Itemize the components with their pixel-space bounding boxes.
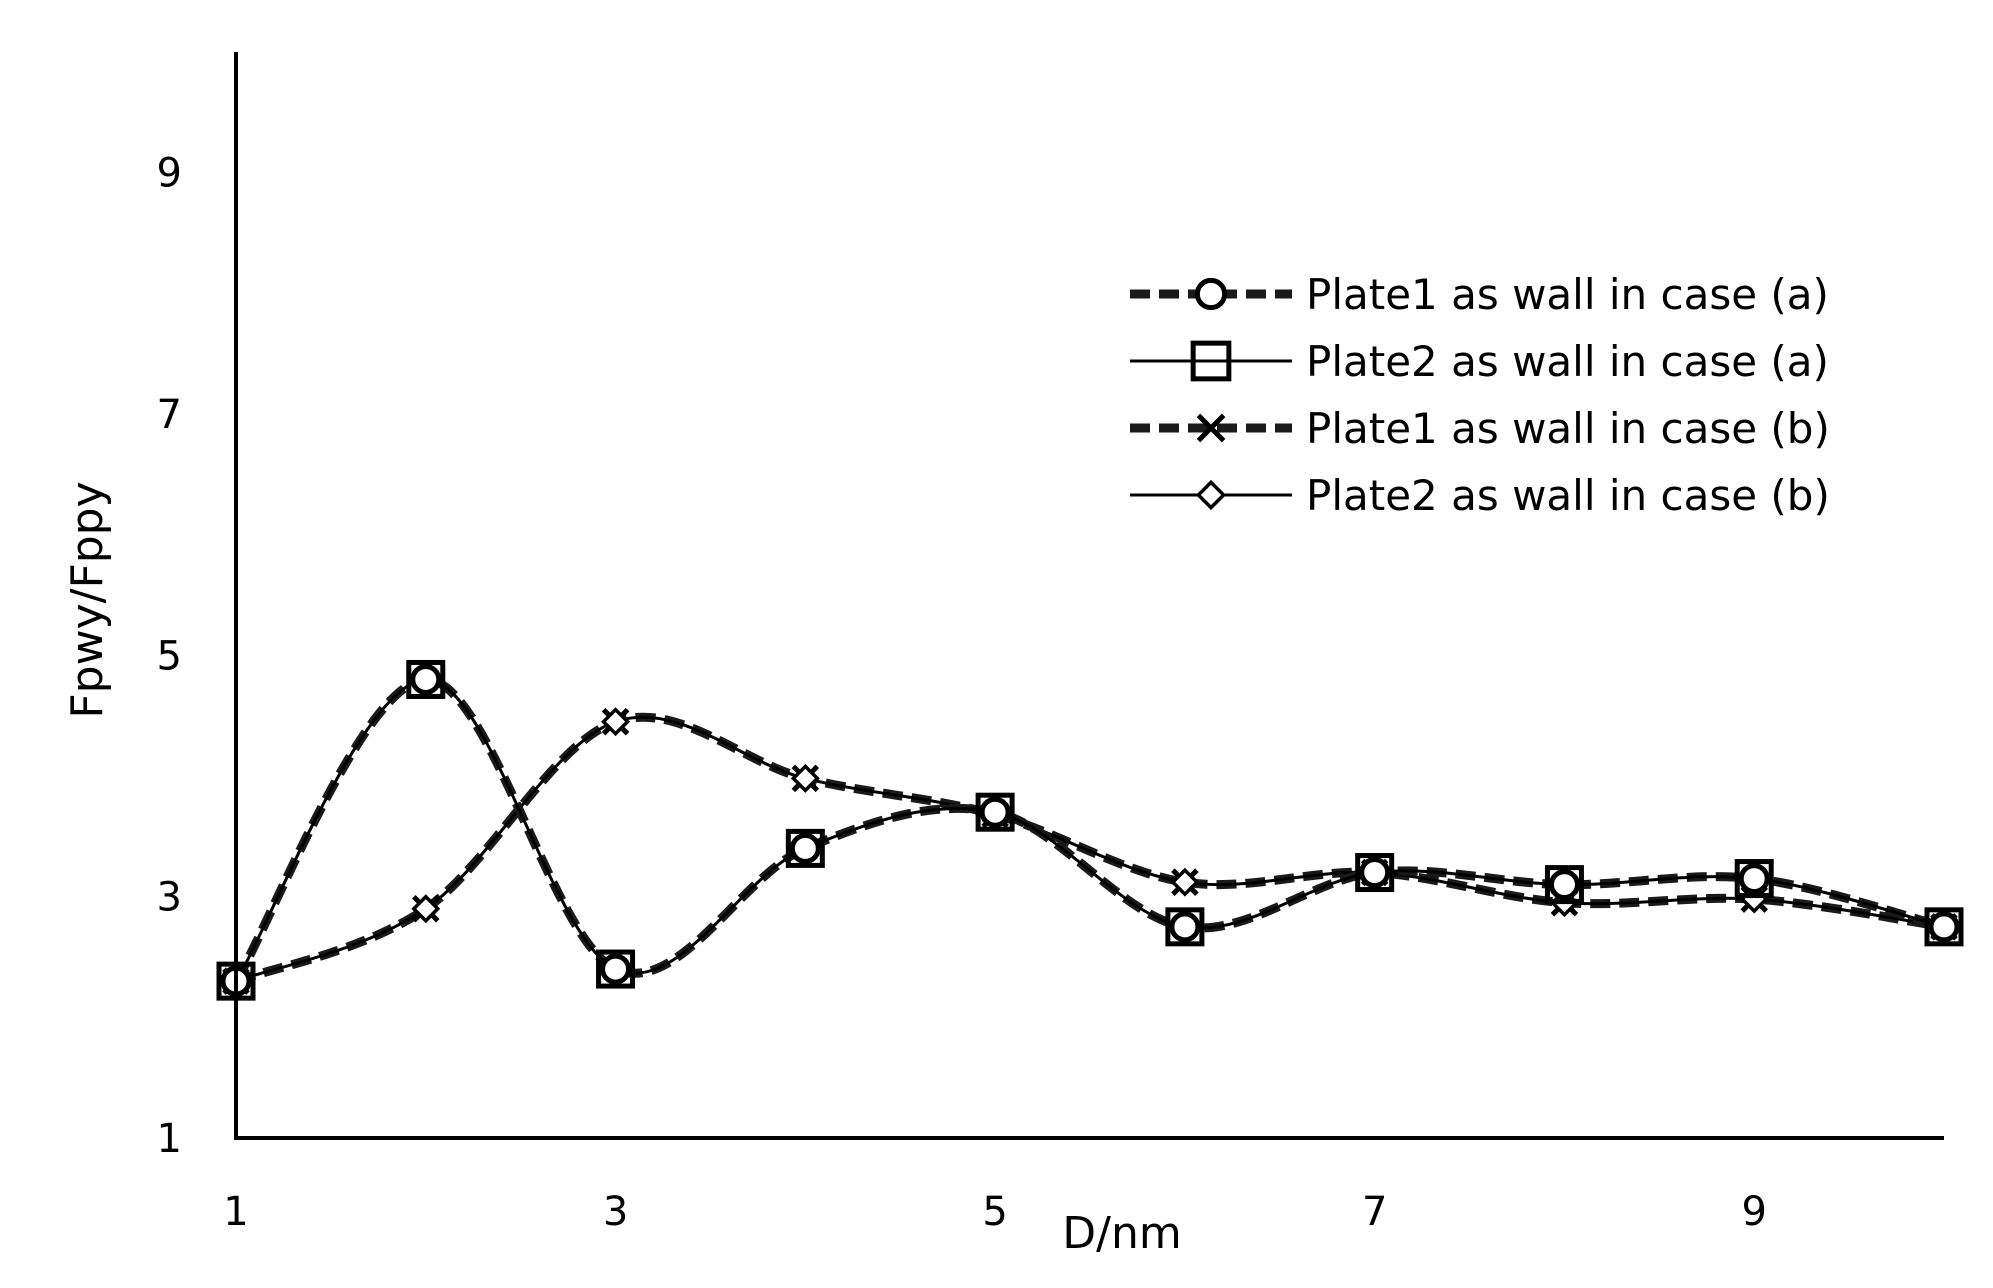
data-point-square [1544, 865, 1584, 905]
data-point-diamond [1170, 867, 1200, 897]
legend-item: Plate2 as wall in case (a) [1130, 337, 1829, 386]
y-axis-title: Fpwy/Fppy [62, 481, 113, 718]
legend-label: Plate1 as wall in case (b) [1306, 404, 1830, 453]
data-point-circle [1548, 869, 1580, 901]
data-point-circle [1928, 911, 1960, 943]
x-tick-label: 9 [1741, 1189, 1766, 1235]
plot-area [216, 659, 1964, 1001]
data-point-circle [979, 796, 1011, 828]
data-point-circle [1359, 857, 1391, 889]
legend-item: Plate1 as wall in case (a) [1130, 270, 1829, 319]
x-tick-label: 1 [223, 1189, 248, 1235]
series-line [235, 715, 1945, 983]
legend-marker-diamond [1195, 479, 1227, 511]
x-tick-label: 3 [603, 1189, 628, 1235]
legend-item: Plate2 as wall in case (b) [1130, 471, 1830, 520]
data-point-square [1924, 907, 1964, 947]
legend-marker-x [1196, 413, 1226, 443]
x-tick-label: 5 [982, 1189, 1007, 1235]
series-line [232, 674, 1946, 984]
series-line [234, 677, 1945, 982]
legend-marker-square [1190, 340, 1232, 382]
y-tick-label: 1 [157, 1116, 182, 1162]
data-point-circle [789, 832, 821, 864]
data-point-square [1165, 907, 1205, 947]
legend-label: Plate2 as wall in case (b) [1306, 471, 1830, 520]
y-tick-label: 3 [157, 875, 182, 921]
data-point-square [1355, 853, 1395, 893]
data-point-circle [600, 953, 632, 985]
x-axis-title: D/nm [1062, 1208, 1181, 1259]
legend-marker-circle [1194, 277, 1228, 311]
data-point-diamond [411, 894, 441, 924]
y-tick-label: 9 [157, 151, 182, 197]
data-point-diamond [790, 763, 820, 793]
tick-labels: 1 3 5 7 9 1 3 5 7 9 [157, 151, 1767, 1235]
data-point-square [975, 792, 1015, 832]
legend-item: Plate1 as wall in case (b) [1130, 404, 1830, 453]
data-point-circle [410, 663, 442, 695]
axes [234, 52, 1944, 1140]
y-tick-label: 7 [157, 392, 182, 438]
data-point-square [1734, 859, 1774, 899]
legend-label: Plate2 as wall in case (a) [1306, 337, 1829, 386]
data-point-diamond [601, 707, 631, 737]
data-point-square [406, 659, 446, 699]
legend-label: Plate1 as wall in case (a) [1306, 270, 1829, 319]
data-point-square [785, 828, 825, 868]
data-point-square [596, 949, 636, 989]
data-point-circle [1738, 863, 1770, 895]
legend: Plate1 as wall in case (a) Plate2 as wall… [1130, 270, 1830, 520]
data-point-circle [1169, 911, 1201, 943]
x-tick-label: 7 [1362, 1189, 1387, 1235]
y-tick-label: 5 [157, 633, 182, 679]
